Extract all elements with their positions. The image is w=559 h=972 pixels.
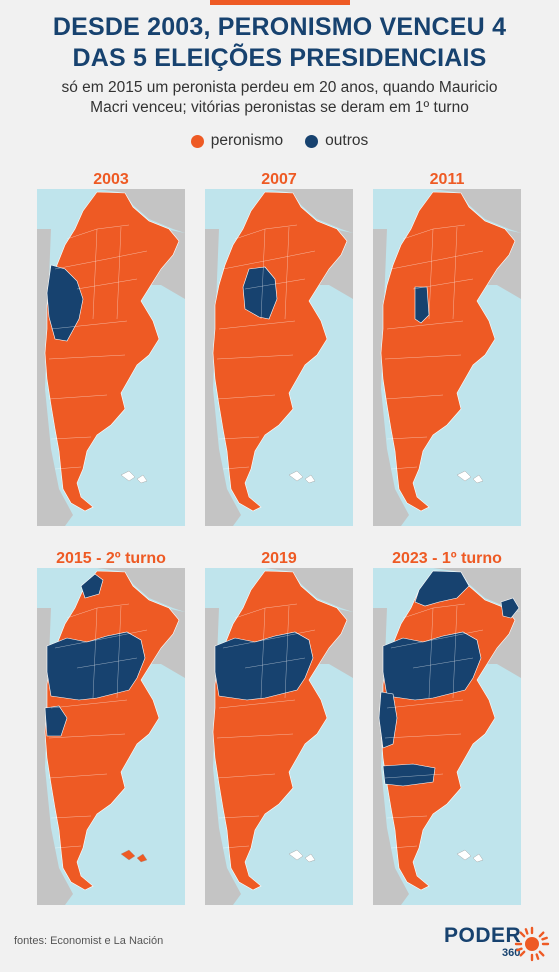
outros-region-misiones: [500, 597, 520, 619]
map-2003: [37, 189, 185, 526]
falkland-islands: [120, 849, 148, 863]
falkland-islands: [288, 849, 316, 863]
legend: peronismo outros: [0, 132, 559, 150]
argentina-territory: [212, 191, 348, 512]
subtitle-line-2: Macri venceu; vitórias peronistas se der…: [90, 99, 469, 116]
page-title: DESDE 2003, PERONISMO VENCEU 4 DAS 5 ELE…: [0, 12, 559, 74]
outros-region-cuyo: [46, 264, 84, 342]
legend-item-peronismo: peronismo: [190, 132, 284, 150]
logo-name: PODER: [444, 924, 522, 947]
province-borders: [48, 224, 148, 470]
subtitle-line-1: só em 2015 um peronista perdeu em 20 ano…: [61, 79, 498, 96]
falkland-islands: [456, 849, 484, 863]
neighbor-countries: [433, 189, 521, 299]
legend-label-outros: outros: [325, 132, 369, 149]
chile-region: [373, 608, 409, 905]
map-label-2019: 2019: [261, 550, 297, 567]
outros-region-rionegro: [382, 763, 436, 787]
map-2011: [373, 189, 521, 526]
outros-region-cordoba-sanluis: [242, 266, 278, 320]
neighbor-countries: [265, 189, 353, 299]
map-label-2023: 2023 - 1º turno: [392, 550, 502, 567]
map-2023: [373, 568, 521, 905]
province-borders: [216, 603, 316, 849]
outros-region-central-wide: [46, 631, 146, 701]
map-2015: [37, 568, 185, 905]
falkland-islands: [288, 470, 316, 484]
map-2007: [205, 189, 353, 526]
sun-icon: [514, 926, 550, 962]
outros-region-central-wide: [214, 631, 314, 701]
neighbor-countries: [433, 568, 521, 678]
province-borders: [384, 603, 484, 849]
province-borders: [48, 603, 148, 849]
top-accent-bar: [210, 0, 350, 5]
outros-region-north: [414, 570, 470, 607]
argentina-territory: [44, 570, 180, 891]
argentina-territory: [380, 570, 516, 891]
province-borders: [216, 224, 316, 470]
chile-region: [37, 229, 73, 526]
map-label-2011: 2011: [429, 171, 465, 188]
chile-region: [205, 608, 241, 905]
title-line-2: DAS 5 ELEIÇÕES PRESIDENCIAIS: [72, 44, 487, 72]
argentina-map-svg: [373, 568, 521, 905]
outros-region-cuyo-west: [378, 691, 398, 749]
argentina-map-svg: [373, 189, 521, 526]
argentina-territory: [212, 570, 348, 891]
logo-number: 360: [502, 947, 521, 959]
map-label-2003: 2003: [93, 171, 129, 188]
chile-region: [205, 229, 241, 526]
argentina-map-svg: [205, 189, 353, 526]
legend-label-peronismo: peronismo: [210, 132, 284, 149]
legend-swatch-peronismo: [190, 134, 204, 148]
map-label-2015: 2015 - 2º turno: [56, 550, 166, 567]
outros-region-jujuy: [80, 573, 104, 599]
poder360-logo: PODER 360: [444, 924, 554, 968]
falkland-islands: [456, 470, 484, 484]
argentina-map-svg: [37, 189, 185, 526]
page-subtitle: só em 2015 um peronista perdeu em 20 ano…: [20, 78, 539, 118]
chile-region: [373, 229, 409, 526]
argentina-map-svg: [205, 568, 353, 905]
title-line-1: DESDE 2003, PERONISMO VENCEU 4: [52, 13, 507, 41]
map-label-2007: 2007: [261, 171, 297, 188]
legend-swatch-outros: [305, 134, 319, 148]
outros-region-central-wide: [382, 631, 482, 701]
neighbor-countries: [97, 189, 185, 299]
province-borders: [384, 224, 484, 470]
argentina-territory: [380, 191, 516, 512]
argentina-map-svg: [37, 568, 185, 905]
argentina-territory: [44, 191, 180, 512]
legend-item-outros: outros: [305, 132, 368, 150]
source-note: fontes: Economist e La Nación: [14, 935, 164, 947]
neighbor-countries: [265, 568, 353, 678]
chile-region: [37, 608, 73, 905]
outros-region-cuyo-south: [44, 705, 68, 737]
neighbor-countries: [97, 568, 185, 678]
falkland-islands: [120, 470, 148, 484]
map-2019: [205, 568, 353, 905]
